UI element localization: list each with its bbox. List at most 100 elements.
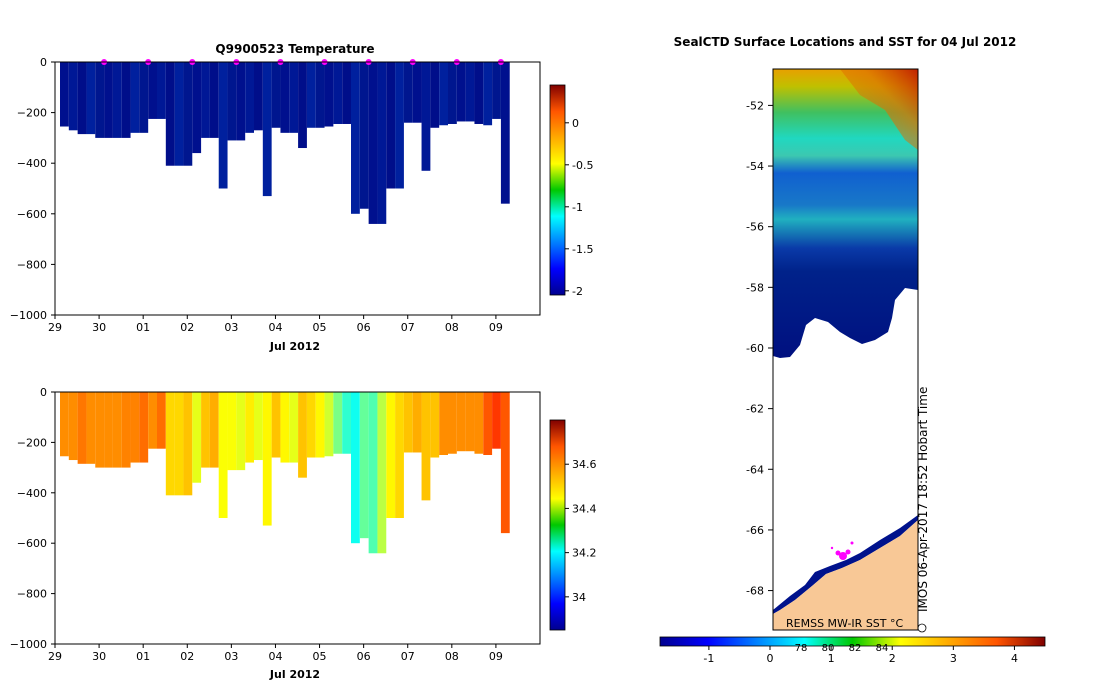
salinity-column	[439, 392, 448, 455]
temperature-column	[174, 62, 184, 166]
temperature-column	[148, 62, 157, 119]
temperature-column	[298, 62, 307, 149]
salinity-column	[412, 392, 422, 453]
temperature-column	[86, 62, 96, 135]
temperature-column	[209, 62, 219, 138]
salinity-ytick-label: −600	[17, 537, 47, 550]
temperature-column	[377, 62, 387, 224]
salinity-column	[139, 392, 149, 463]
salinity-column	[112, 392, 122, 468]
sst-source-label: REMSS MW-IR SST °C	[786, 617, 904, 630]
latitude-tick-label: -62	[746, 403, 764, 416]
sst-cbtick-label: -1	[703, 652, 714, 665]
salinity-column	[104, 392, 113, 468]
latitude-tick-label: -60	[746, 342, 764, 355]
temperature-column	[306, 62, 316, 128]
temperature-column	[112, 62, 122, 138]
salinity-xtick-label: 29	[48, 650, 62, 663]
salinity-column	[77, 392, 87, 464]
sst-colorbar	[659, 636, 1046, 647]
temperature-column	[439, 62, 448, 126]
temperature-cbtick-label: 0	[572, 117, 579, 130]
salinity-cbtick-label: 34.2	[572, 547, 597, 560]
sst-secondary-tick-label: 84	[876, 643, 889, 654]
salinity-column	[236, 392, 246, 471]
temperature-colorbar	[549, 84, 566, 296]
temperature-ytick-label: −600	[17, 208, 47, 221]
temperature-x-axis: 29 30 01 02 03 04 05 06 07 08 09	[48, 315, 503, 334]
temperature-column	[95, 62, 105, 138]
temperature-column	[77, 62, 87, 135]
salinity-column	[68, 392, 78, 461]
sst-cbtick-label: 0	[767, 652, 774, 665]
salinity-column	[492, 392, 501, 449]
latitude-tick-label: -64	[746, 463, 764, 476]
temperature-column	[271, 62, 281, 128]
temperature-xtick-label: 29	[48, 321, 62, 334]
salinity-xtick-label: 01	[136, 650, 150, 663]
salinity-xtick-label: 07	[401, 650, 415, 663]
temperature-column	[139, 62, 149, 133]
temperature-column	[333, 62, 343, 124]
salinity-column	[474, 392, 484, 454]
temperature-column	[201, 62, 210, 138]
salinity-column	[306, 392, 316, 458]
copyright-icon	[917, 623, 927, 633]
temperature-column	[227, 62, 237, 141]
latitude-tick-label: -58	[746, 281, 764, 294]
sst-cbtick-label: 1	[828, 652, 835, 665]
salinity-ytick-label: −200	[17, 436, 47, 449]
salinity-column	[368, 392, 378, 554]
latitude-tick-label: -54	[746, 160, 764, 173]
sst-secondary-tick-label: 82	[849, 643, 862, 654]
temperature-xtick-label: 03	[224, 321, 238, 334]
temperature-column	[289, 62, 299, 133]
temperature-column	[183, 62, 193, 166]
salinity-column	[148, 392, 157, 449]
salinity-column	[192, 392, 202, 483]
sst-secondary-tick-label: 80	[822, 643, 835, 654]
temperature-column	[130, 62, 140, 133]
sst-secondary-tick-label: 78	[795, 643, 808, 654]
temperature-xtick-label: 04	[268, 321, 282, 334]
salinity-column	[377, 392, 387, 554]
sst-cbtick-label: 2	[889, 652, 896, 665]
salinity-column	[359, 392, 369, 539]
temperature-ytick-label: 0	[40, 56, 47, 69]
temperature-ytick-label: −400	[17, 157, 47, 170]
latitude-axis: -52 -54 -56 -58 -60 -62 -64 -66 -68	[746, 99, 773, 598]
temperature-column	[280, 62, 290, 133]
salinity-xtick-label: 04	[268, 650, 282, 663]
salinity-column	[121, 392, 131, 468]
salinity-column	[157, 392, 166, 449]
salinity-ytick-label: −800	[17, 588, 47, 601]
salinity-column	[165, 392, 175, 496]
temperature-cbtick-label: -2	[572, 285, 583, 298]
temperature-column	[157, 62, 166, 119]
salinity-column	[289, 392, 299, 463]
temperature-cbtick-label: -1.5	[572, 243, 593, 256]
salinity-ytick-label: 0	[40, 386, 47, 399]
temperature-column	[430, 62, 440, 128]
salinity-colorbar	[549, 419, 566, 631]
salinity-column	[333, 392, 343, 454]
salinity-column	[465, 392, 475, 452]
temperature-cbtick-label: -0.5	[572, 159, 593, 172]
imos-credit: IMOS 06-Apr-2017 18:52 Hobart Time	[916, 387, 930, 612]
temperature-column	[262, 62, 272, 197]
salinity-column	[448, 392, 457, 454]
latitude-tick-label: -56	[746, 221, 764, 234]
temperature-column	[351, 62, 360, 214]
salinity-column	[245, 392, 254, 463]
salinity-panel: 0 −200 −400 −600 −800 −1000 29 30 01 02 03 04 05 06 0…	[10, 386, 597, 681]
salinity-column	[227, 392, 237, 471]
seal-surface-locations	[830, 541, 854, 560]
temperature-column	[395, 62, 404, 189]
latitude-tick-label: -68	[746, 585, 764, 598]
sst-map-frame	[772, 68, 919, 631]
salinity-ytick-label: −1000	[10, 638, 47, 651]
salinity-column	[395, 392, 404, 518]
temperature-column	[245, 62, 254, 133]
salinity-xtick-label: 09	[489, 650, 503, 663]
